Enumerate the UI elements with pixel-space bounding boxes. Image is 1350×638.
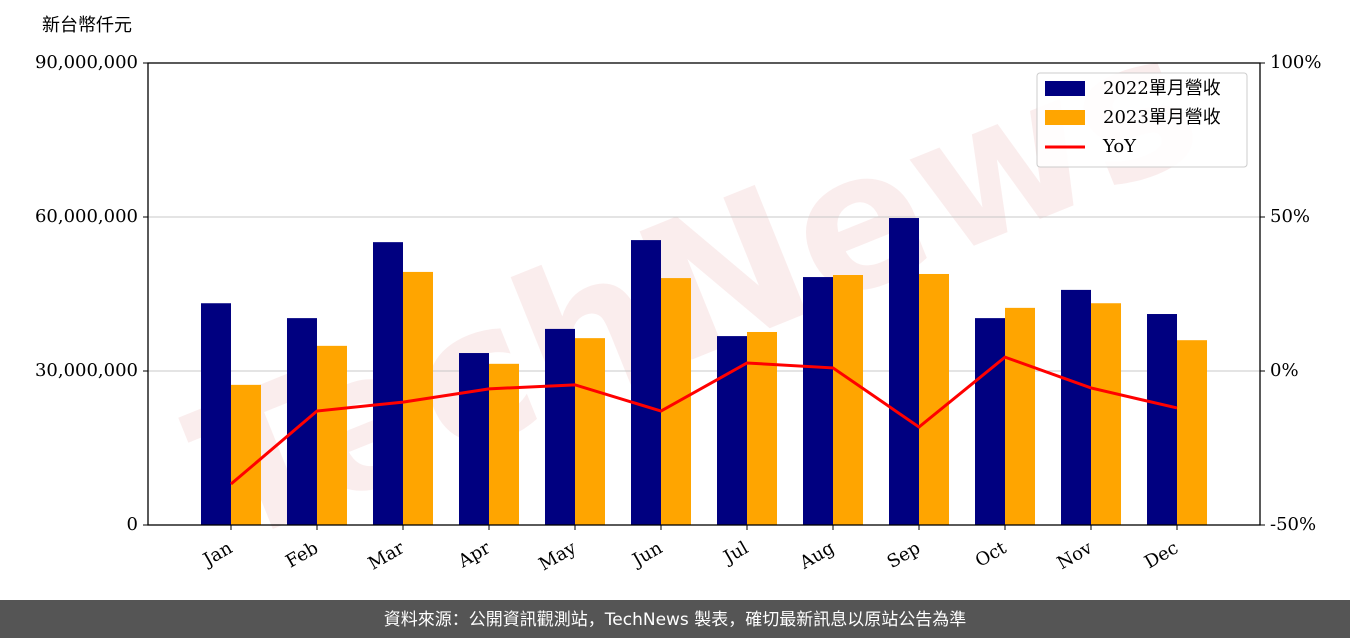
x-tick-label: Dec: [1141, 537, 1182, 573]
bar: [488, 363, 519, 525]
bar: [1061, 289, 1092, 525]
x-tick-label: Sep: [884, 537, 924, 572]
bar: [200, 303, 231, 525]
x-tick-label: Jun: [627, 537, 666, 572]
y-tick-label: 30,000,000: [35, 360, 138, 381]
bar: [230, 384, 261, 525]
bar: [1091, 303, 1122, 525]
x-tick-label: Mar: [365, 537, 409, 574]
bar: [717, 336, 748, 525]
x-tick-label: Aug: [795, 537, 838, 574]
bar: [544, 328, 575, 525]
bar: [889, 218, 920, 525]
bar: [316, 345, 347, 525]
x-tick-label: Oct: [972, 537, 1011, 572]
bar: [574, 338, 605, 525]
bar: [833, 275, 864, 525]
bar: [1005, 307, 1036, 525]
y2-tick-label: 50%: [1270, 206, 1310, 227]
footer-text: 資料來源：公開資訊觀測站，TechNews 製表，確切最新訊息以原站公告為準: [384, 610, 966, 630]
y2-tick-label: 100%: [1270, 52, 1321, 73]
y-axis-unit: 新台幣仟元: [42, 15, 132, 36]
bar: [747, 331, 778, 525]
yoy-line: [230, 355, 1178, 486]
bar: [975, 318, 1006, 525]
legend-box: [1036, 72, 1248, 168]
y2-tick-label: -50%: [1270, 514, 1316, 535]
y-tick-label: 90,000,000: [35, 52, 138, 73]
bar: [1177, 340, 1208, 525]
y-tick-label: 60,000,000: [35, 206, 138, 227]
legend-label: 2022單月營收: [1103, 78, 1221, 99]
bar: [919, 273, 950, 525]
x-tick-label: May: [535, 537, 580, 575]
x-tick-label: Jul: [718, 537, 752, 569]
footer-bar: [0, 600, 1350, 638]
legend-label: YoY: [1102, 136, 1137, 157]
plot-frame: [147, 62, 1261, 526]
bar: [458, 353, 489, 525]
y-tick-label: 0: [127, 514, 138, 535]
legend-swatch: [1045, 81, 1085, 96]
y2-tick-label: 0%: [1270, 360, 1299, 381]
bar: [1147, 314, 1178, 525]
x-tick-label: Apr: [454, 537, 494, 572]
bar: [372, 242, 403, 526]
bar: [286, 318, 317, 525]
legend-swatch: [1045, 110, 1085, 125]
legend-label: 2023單月營收: [1103, 107, 1221, 128]
bar: [803, 277, 834, 525]
bar: [630, 240, 661, 525]
x-tick-label: Nov: [1054, 537, 1097, 574]
